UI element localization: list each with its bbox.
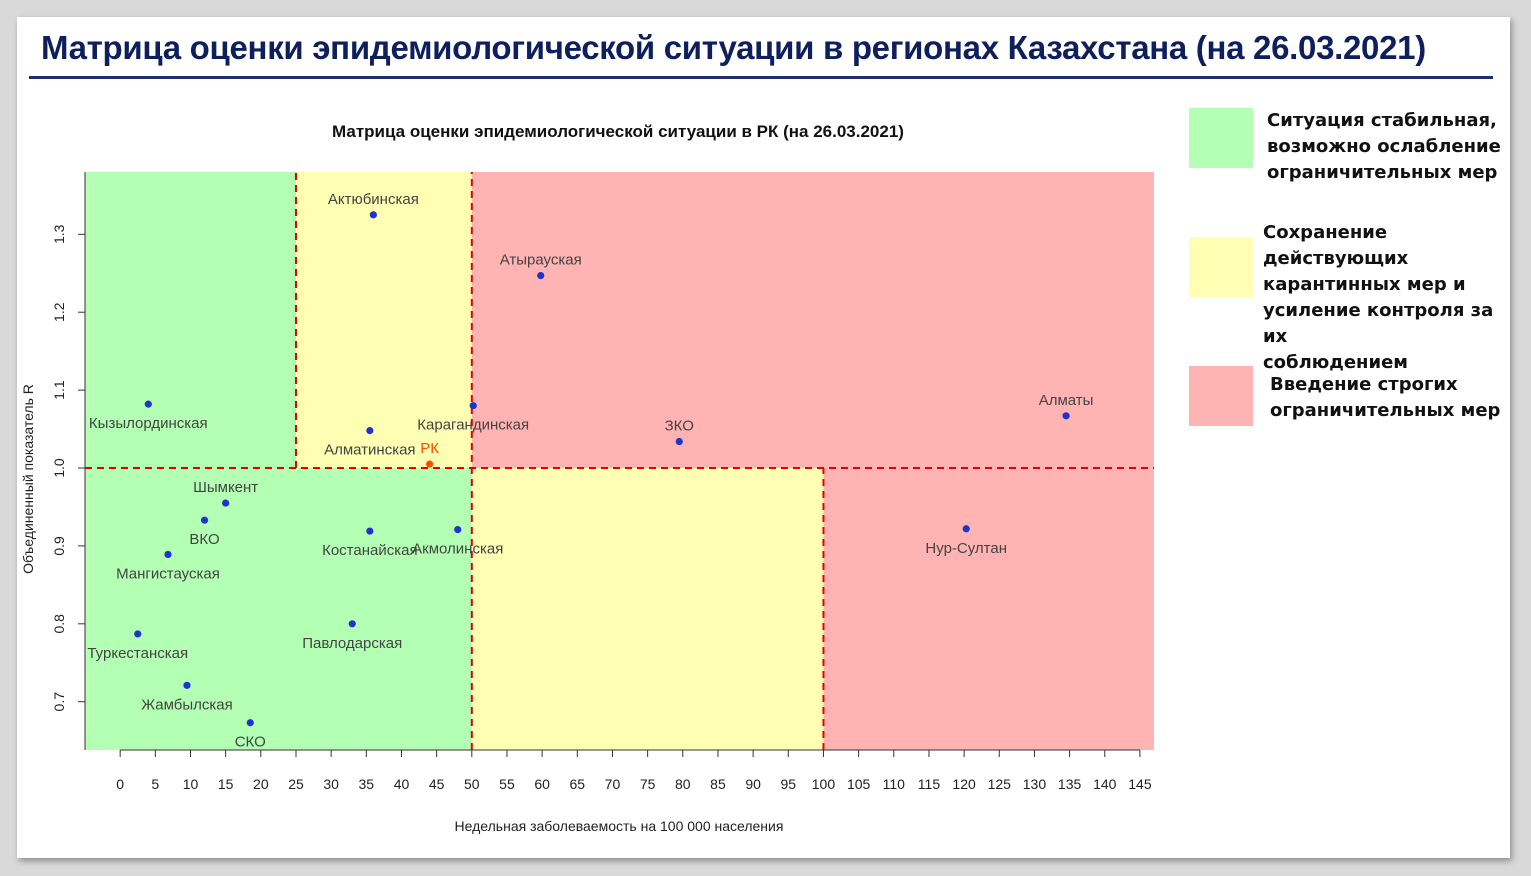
x-tick-label: 10 [183, 776, 199, 792]
zone-2 [471, 172, 1154, 469]
chart-title: Матрица оценки эпидемиологической ситуац… [332, 122, 904, 141]
y-tick-label: 1.0 [51, 458, 67, 478]
point-label: Мангистауская [116, 565, 220, 582]
x-tick-label: 70 [605, 776, 621, 792]
slide: Матрица оценки эпидемиологической ситуац… [17, 17, 1510, 858]
point-label: Туркестанская [87, 645, 188, 662]
x-tick-label: 50 [464, 776, 480, 792]
data-point [134, 630, 142, 638]
data-point [348, 620, 356, 628]
x-tick-label: 90 [745, 776, 761, 792]
x-tick-label: 65 [570, 776, 586, 792]
x-tick-label: 135 [1058, 776, 1082, 792]
point-label: СКО [235, 734, 266, 751]
x-tick-label: 140 [1093, 776, 1117, 792]
slide-title: Матрица оценки эпидемиологической ситуац… [41, 29, 1426, 66]
point-label: Актюбинская [328, 191, 419, 208]
x-tick-label: 100 [812, 776, 836, 792]
point-label: Шымкент [193, 479, 258, 496]
x-tick-label: 80 [675, 776, 691, 792]
point-label: Акмолинская [412, 541, 503, 558]
legend-swatch [1189, 366, 1253, 426]
data-point [537, 272, 545, 280]
point-label: Жамбылская [141, 696, 233, 713]
legend-text: Ситуация стабильная, возможно ослабление… [1267, 110, 1501, 183]
legend-text: Сохранение действующих карантинных мер и… [1263, 222, 1494, 373]
point-label: Костанайская [322, 542, 418, 559]
point-label: Алматинская [324, 442, 415, 459]
x-tick-label: 0 [116, 776, 124, 792]
y-axis-label: Объединенный показатель R [20, 384, 36, 574]
x-tick-label: 20 [253, 776, 269, 792]
zone-5 [823, 468, 1154, 750]
y-tick-label: 1.1 [51, 380, 67, 400]
legend-swatch [1189, 108, 1253, 168]
point-label: ВКО [189, 531, 219, 548]
x-tick-label: 75 [640, 776, 656, 792]
x-tick-label: 145 [1128, 776, 1152, 792]
zones-layer [85, 172, 1154, 750]
threshold-lines-layer [85, 172, 1154, 750]
x-tick-label: 130 [1023, 776, 1047, 792]
y-tick-label: 0.8 [51, 614, 67, 634]
x-tick-label: 110 [883, 776, 906, 792]
labels-layer: Актюбинская Атырауская Кызылординская Караг… [87, 191, 1093, 751]
data-point [200, 516, 209, 524]
point-label: РК [420, 440, 439, 457]
data-point [183, 681, 191, 689]
data-point [366, 427, 374, 435]
x-axis-label: Недельная заболеваемость на 100 000 насе… [455, 818, 784, 834]
x-tick-label: 95 [781, 776, 797, 792]
y-tick-label: 0.7 [51, 692, 67, 712]
points-layer [134, 211, 1070, 727]
legend-text: Введение строгих ограничительных мер [1270, 374, 1501, 421]
x-tick-label: 40 [394, 776, 410, 792]
data-point [1062, 412, 1070, 420]
scatter-chart: 0 5 10 15 20 25 30 35 40 45 50 55 60 65 70 75 80 85 90 95 10… [20, 122, 1154, 834]
x-tick-label: 45 [429, 776, 445, 792]
data-point [369, 211, 377, 219]
x-tick-label: 35 [359, 776, 375, 792]
y-tick-label: 0.9 [51, 536, 67, 556]
zone-4 [471, 468, 824, 750]
point-label: Атырауская [500, 252, 582, 269]
point-label: Карагандинская [417, 417, 529, 434]
x-tick-label: 15 [218, 776, 234, 792]
y-tick-label: 1.3 [51, 224, 67, 244]
data-point [469, 402, 477, 410]
x-tick-label: 55 [499, 776, 515, 792]
point-label: Павлодарская [302, 635, 402, 652]
data-point [675, 437, 683, 446]
x-tick-label: 85 [710, 776, 726, 792]
point-label: Кызылординская [89, 415, 208, 432]
x-tick-label: 30 [323, 776, 339, 792]
data-point [426, 460, 434, 468]
axes-layer: 0 5 10 15 20 25 30 35 40 45 50 55 60 65 70 75 80 85 90 95 10… [51, 172, 1152, 792]
zone-3 [85, 468, 472, 750]
data-point [164, 550, 172, 559]
x-tick-label: 60 [534, 776, 550, 792]
zone-1 [295, 172, 472, 469]
point-label: Алматы [1039, 392, 1094, 409]
x-tick-label: 115 [918, 776, 941, 792]
data-point [246, 719, 254, 727]
data-point [962, 525, 970, 533]
point-label: ЗКО [665, 418, 694, 435]
data-point [366, 527, 374, 535]
x-tick-label: 105 [847, 776, 871, 792]
y-tick-label: 1.2 [51, 302, 67, 322]
data-point [222, 499, 230, 507]
x-tick-label: 125 [988, 776, 1012, 792]
x-tick-label: 25 [288, 776, 304, 792]
data-point [144, 400, 152, 408]
x-tick-label: 120 [952, 776, 976, 792]
x-tick-label: 5 [151, 776, 159, 792]
point-label: Нур-Султан [925, 540, 1007, 557]
data-point [454, 525, 462, 534]
title-divider [29, 76, 1493, 79]
zone-0 [85, 172, 296, 469]
legend-swatch [1189, 237, 1253, 297]
